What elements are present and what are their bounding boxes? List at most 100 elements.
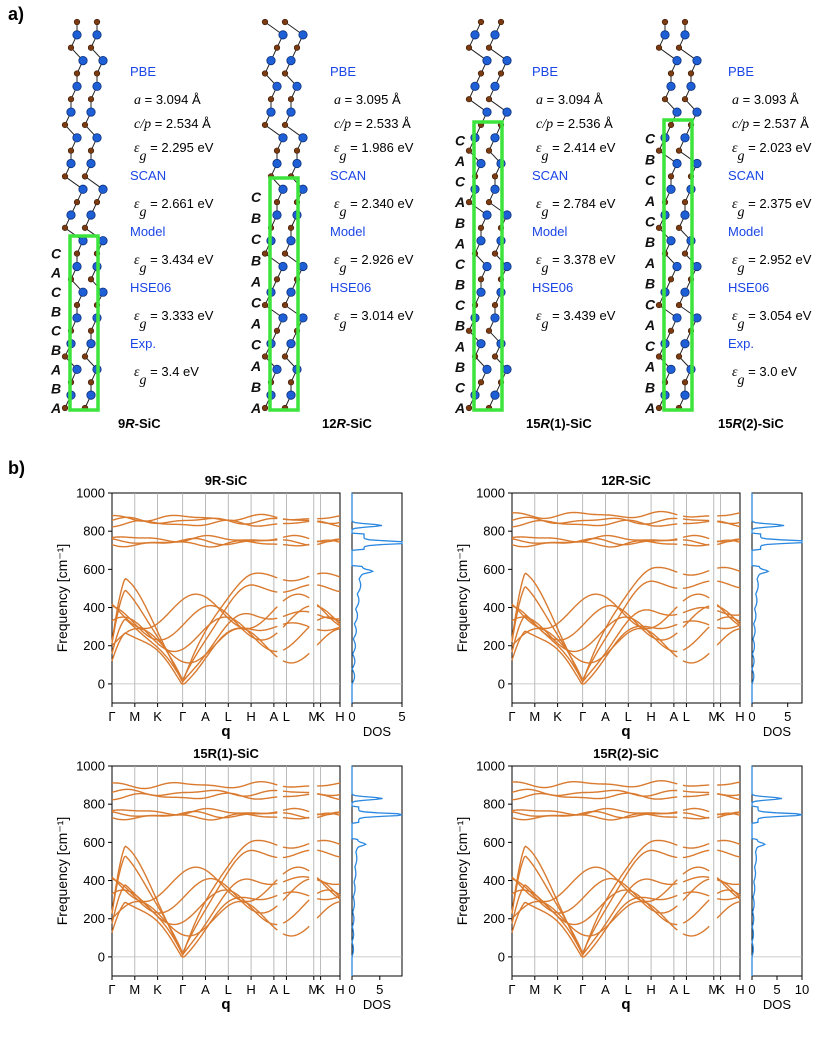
c-atom [655, 301, 663, 309]
si-atom [476, 158, 486, 169]
si-atom [272, 81, 282, 91]
c-atom [81, 173, 89, 180]
band-gap-value: εg = 2.926 eV [334, 252, 414, 276]
y-axis-label: Frequency [cm⁻¹] [454, 817, 470, 926]
si-atom [490, 313, 500, 323]
band-gap-value: εg = 2.375 eV [732, 196, 812, 220]
y-tick-label: 0 [498, 676, 505, 691]
c-atom [681, 199, 689, 206]
band-gap-value: εg = 2.661 eV [134, 196, 214, 220]
c-atom [67, 44, 75, 51]
stacking-letter: C [251, 294, 262, 310]
stacking-letter: C [645, 338, 656, 354]
c-atom [73, 199, 81, 206]
acoustic-band [511, 891, 741, 958]
lattice-parameter: c/p = 2.534 Å [134, 116, 211, 132]
si-atom [86, 158, 96, 169]
si-atom [86, 107, 96, 117]
c-atom [261, 18, 269, 26]
stacking-letter: A [454, 338, 465, 354]
si-atom [502, 210, 512, 220]
subscript: g [738, 149, 745, 164]
band-curves [511, 510, 741, 685]
method-label: Exp. [728, 336, 754, 351]
stacking-letter: B [251, 252, 261, 268]
x-axis-label: q [221, 996, 230, 1013]
c-atom [465, 44, 473, 51]
si-atom [490, 390, 500, 400]
band-gap-value: εg = 3.4 eV [134, 364, 199, 388]
stacking-letter: C [455, 133, 466, 149]
si-atom [292, 158, 302, 169]
name-part: (1)-SiC [550, 416, 593, 431]
c-atom [261, 404, 269, 412]
si-atom [286, 55, 296, 66]
c-atom [491, 250, 499, 257]
c-atom [87, 147, 95, 154]
x-tick-label: K [316, 709, 325, 724]
stacking-letter: A [644, 193, 655, 209]
stacking-letter: A [454, 194, 465, 210]
x-tick-label: K [553, 709, 562, 724]
y-tick-label: 600 [83, 562, 105, 577]
stacking-letter: C [51, 323, 62, 339]
optical-band [111, 788, 341, 797]
si-atom [266, 55, 276, 66]
method-label: HSE06 [330, 280, 371, 295]
si-atom [278, 313, 288, 323]
x-tick-label: A [201, 709, 210, 724]
symbol: a [732, 93, 739, 108]
optical-band [111, 812, 341, 821]
band-curves [511, 779, 741, 958]
c-atom [491, 173, 499, 180]
symbol: a [334, 93, 341, 108]
si-atom [72, 81, 82, 91]
folded-band [511, 627, 741, 664]
subscript: g [140, 205, 147, 220]
c-atom [287, 96, 295, 103]
stacking-letter: C [645, 131, 656, 147]
value: = 3.093 Å [739, 92, 799, 107]
subscript: g [140, 261, 147, 276]
band-gap-value: εg = 2.295 eV [134, 140, 214, 164]
si-atom [666, 364, 676, 374]
stacking-letter: A [50, 400, 61, 416]
si-atom [470, 30, 480, 40]
x-tick-label: L [283, 982, 290, 997]
symbol: a [536, 93, 543, 108]
si-atom [78, 236, 88, 246]
y-tick-label: 800 [483, 797, 505, 812]
unit-cell-outline [68, 234, 100, 412]
subscript: g [140, 317, 147, 332]
y-tick-label: 400 [83, 873, 105, 888]
value: = 2.952 eV [745, 252, 812, 267]
band-gap-value: εg = 3.014 eV [334, 308, 414, 332]
dos-label: DOS [363, 724, 392, 739]
subscript: g [340, 261, 347, 276]
value: = 3.014 eV [347, 308, 414, 323]
c-atom [655, 353, 663, 360]
stacking-letter: A [644, 317, 655, 333]
c-atom [293, 147, 301, 154]
c-atom [73, 250, 81, 257]
c-atom [87, 327, 95, 334]
dos-curve [751, 493, 803, 703]
unit-cell-outline [472, 120, 504, 412]
si-atom [298, 184, 308, 194]
c-atom [491, 353, 499, 360]
value: = 3.094 Å [543, 92, 603, 107]
x-tick-label: Γ [579, 709, 586, 724]
si-atom [286, 390, 296, 400]
si-atom [482, 55, 492, 66]
y-tick-label: 1000 [76, 759, 105, 774]
method-label: Model [532, 224, 568, 239]
name-part: 12 [322, 416, 336, 431]
x-tick-label: H [646, 709, 655, 724]
si-atom [92, 81, 102, 91]
polytype-name: 12R-SiC [322, 416, 372, 431]
method-label: SCAN [532, 168, 568, 183]
si-atom [666, 236, 676, 246]
symbol: ε [134, 365, 140, 380]
